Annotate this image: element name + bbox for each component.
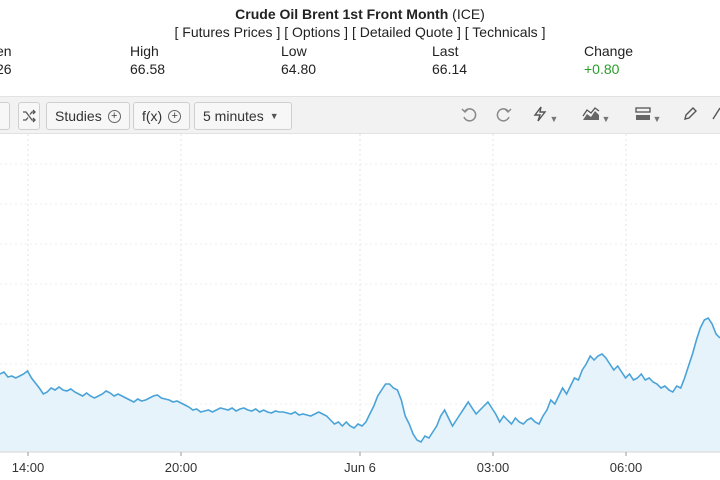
x-tick-label: 20:00 bbox=[165, 460, 198, 475]
chart-style-button[interactable]: ▼ bbox=[579, 106, 613, 126]
x-tick-label: 03:00 bbox=[477, 460, 510, 475]
compare-button[interactable] bbox=[18, 102, 40, 130]
stat-high-label: High bbox=[130, 43, 159, 59]
lightning-icon bbox=[533, 106, 546, 122]
stat-change-value: +0.80 bbox=[584, 61, 620, 77]
layout-button[interactable]: ▼ bbox=[631, 106, 665, 126]
caret-down-icon: ▼ bbox=[601, 114, 611, 124]
toolbar-overflow-button[interactable] bbox=[710, 106, 720, 126]
price-line bbox=[0, 316, 720, 444]
pencil-icon bbox=[684, 107, 697, 120]
pencil-icon bbox=[712, 107, 720, 120]
studies-button[interactable]: Studies + bbox=[46, 102, 130, 130]
price-chart[interactable]: 14:00 20:00 Jun 6 03:00 06:00 bbox=[0, 134, 720, 480]
plus-circle-icon: + bbox=[107, 109, 121, 123]
layout-icon bbox=[634, 107, 651, 120]
stat-open: en 26 bbox=[0, 42, 12, 78]
exchange-name: (ICE) bbox=[452, 6, 485, 22]
link-futures-prices[interactable]: [ Futures Prices ] bbox=[174, 24, 281, 40]
link-options[interactable]: [ Options ] bbox=[284, 24, 349, 40]
x-tick-label: Jun 6 bbox=[344, 460, 376, 475]
stat-last-value: 66.14 bbox=[432, 61, 468, 77]
stat-high: High 66.58 bbox=[130, 42, 165, 78]
chart-title: Crude Oil Brent 1st Front Month (ICE) bbox=[0, 6, 720, 22]
events-button[interactable]: ▼ bbox=[528, 106, 562, 126]
stat-change-label: Change bbox=[584, 43, 634, 59]
chart-toolbar: Studies + f(x) + 5 minutes ▼ ▼ ▼ bbox=[0, 96, 720, 134]
x-tick-label: 06:00 bbox=[610, 460, 643, 475]
draw-button[interactable] bbox=[679, 106, 701, 126]
plus-circle-icon: + bbox=[168, 109, 182, 123]
stat-low: Low 64.80 bbox=[281, 42, 316, 78]
stat-last: Last 66.14 bbox=[432, 42, 467, 78]
link-technicals[interactable]: [ Technicals ] bbox=[464, 24, 546, 40]
undo-icon bbox=[461, 108, 477, 122]
stat-high-value: 66.58 bbox=[130, 61, 166, 77]
toolbar-partial-button[interactable] bbox=[0, 102, 10, 130]
price-area-fill bbox=[0, 318, 720, 452]
stat-open-label: en bbox=[0, 43, 12, 59]
undo-button[interactable] bbox=[458, 106, 480, 126]
redo-button[interactable] bbox=[493, 106, 515, 126]
function-button[interactable]: f(x) + bbox=[133, 102, 191, 130]
instrument-name: Crude Oil Brent 1st Front Month bbox=[235, 6, 449, 22]
interval-label: 5 minutes bbox=[203, 108, 264, 124]
stat-open-value: 26 bbox=[0, 61, 12, 77]
price-chart-svg: 14:00 20:00 Jun 6 03:00 06:00 bbox=[0, 134, 720, 475]
stat-change: Change +0.80 bbox=[584, 42, 633, 78]
caret-down-icon: ▼ bbox=[549, 114, 559, 124]
link-detailed-quote[interactable]: [ Detailed Quote ] bbox=[351, 24, 461, 40]
caret-down-icon: ▼ bbox=[269, 111, 279, 121]
quote-links: [ Futures Prices ] [ Options ] [ Detaile… bbox=[0, 24, 720, 40]
caret-down-icon: ▼ bbox=[652, 114, 662, 124]
studies-label: Studies bbox=[55, 108, 102, 124]
stat-last-label: Last bbox=[432, 43, 459, 59]
function-label: f(x) bbox=[142, 108, 163, 124]
x-tick-label: 14:00 bbox=[12, 460, 45, 475]
x-axis-ticks: 14:00 20:00 Jun 6 03:00 06:00 bbox=[12, 452, 643, 475]
chart-style-icon bbox=[581, 107, 599, 120]
stat-low-label: Low bbox=[281, 43, 307, 59]
stat-low-value: 64.80 bbox=[281, 61, 317, 77]
shuffle-icon bbox=[23, 109, 36, 123]
redo-icon bbox=[496, 108, 512, 122]
interval-select[interactable]: 5 minutes ▼ bbox=[194, 102, 292, 130]
quote-stats: en 26 High 66.58 Low 64.80 Last 66.14 Ch… bbox=[0, 42, 720, 82]
